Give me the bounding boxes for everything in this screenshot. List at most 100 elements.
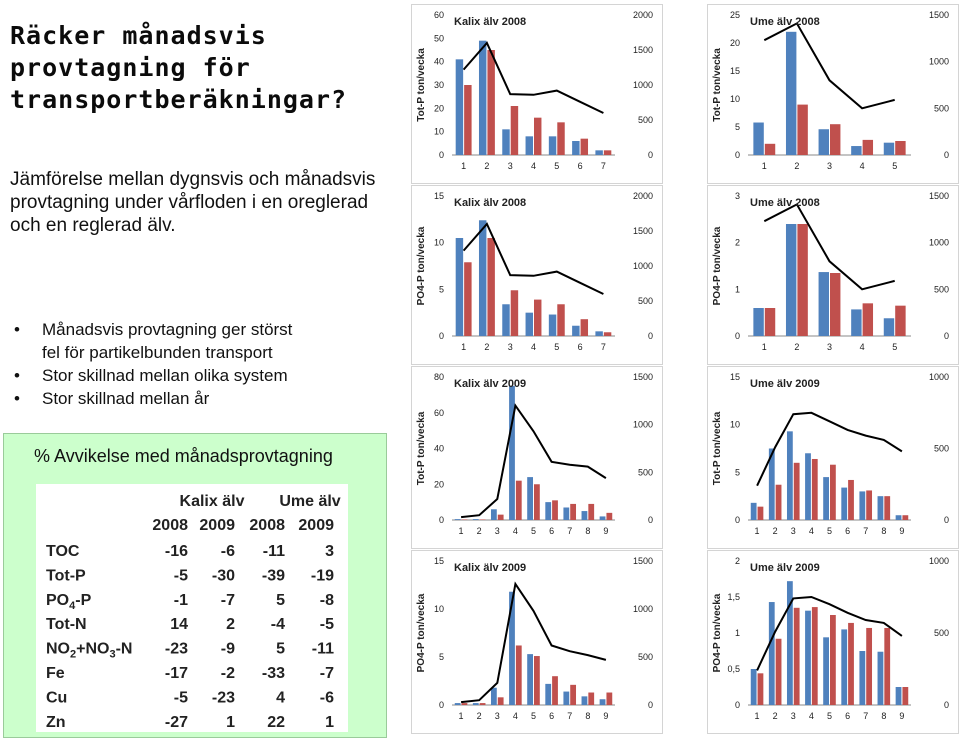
table-cell: -8 (320, 592, 334, 609)
bar (753, 308, 764, 336)
y-tick-label: 2 (735, 556, 740, 566)
row-label: TOC (46, 543, 80, 560)
table-cell: -33 (262, 665, 285, 682)
bar (455, 238, 464, 336)
discharge-line (756, 595, 903, 671)
x-tick-label: 3 (495, 526, 500, 536)
y2-tick-label: 2000 (633, 191, 653, 201)
y-axis-label: PO4-P ton/vecka (416, 593, 427, 672)
x-tick-label: 2 (484, 161, 489, 171)
bar (588, 503, 595, 520)
y-tick-label: 40 (434, 444, 444, 454)
bar (768, 448, 775, 520)
bar (545, 683, 552, 705)
bar (509, 591, 515, 705)
x-tick-label: 9 (603, 526, 608, 536)
y2-tick-label: 0 (944, 700, 949, 710)
year-header: 2009 (298, 517, 334, 534)
bar (606, 692, 613, 705)
bar (797, 104, 808, 155)
x-tick-label: 9 (603, 711, 608, 721)
table-cell: -6 (221, 543, 235, 560)
y2-tick-label: 1500 (929, 10, 949, 20)
x-tick-label: 5 (827, 711, 832, 721)
bar (785, 224, 797, 336)
bullet-item: Stor skillnad mellan olika system (10, 364, 405, 387)
x-tick-label: 3 (508, 161, 513, 171)
x-tick-label: 6 (845, 711, 850, 721)
y2-tick-label: 500 (638, 115, 653, 125)
y2-tick-label: 0 (648, 700, 653, 710)
x-tick-label: 7 (567, 526, 572, 536)
table-cell: -16 (165, 543, 188, 560)
x-tick-label: 5 (827, 526, 832, 536)
y2-tick-label: 1000 (633, 261, 653, 271)
x-tick-label: 5 (892, 342, 897, 352)
chart-kalix-2009-totp: 0 20 40 60 80 0 500 1000 1500 1 2 3 4 5 6 7 8 9 Kalix älv … (411, 366, 663, 549)
y-tick-label: 10 (730, 420, 740, 430)
y2-tick-label: 0 (944, 331, 949, 341)
bar (599, 516, 606, 520)
chart-title: Kalix älv 2008 (454, 197, 526, 209)
chart-svg: 0 20 40 60 80 0 500 1000 1500 1 2 3 4 5 6 7 8 9 Kalix älv … (416, 372, 653, 536)
bar (534, 656, 540, 705)
bar (866, 627, 873, 705)
bar (830, 464, 836, 520)
y-tick-label: 60 (434, 10, 444, 20)
y-tick-label: 15 (434, 191, 444, 201)
x-tick-label: 5 (554, 161, 559, 171)
bar (884, 627, 891, 705)
table-cell: -27 (165, 714, 188, 731)
bar (527, 654, 533, 705)
group-header: Kalix älv (180, 493, 245, 510)
bar (895, 687, 902, 705)
bar (461, 519, 468, 520)
x-tick-label: 5 (892, 161, 897, 171)
y-tick-label: 5 (735, 467, 740, 477)
bar (464, 85, 472, 155)
bar (525, 136, 533, 155)
y2-tick-label: 0 (944, 150, 949, 160)
bar (479, 519, 486, 520)
bar (768, 602, 775, 705)
bar (595, 331, 603, 336)
y-tick-label: 15 (434, 556, 444, 566)
bar (572, 325, 580, 336)
discharge-line (763, 22, 895, 110)
bar (848, 622, 854, 705)
chart-ume-2008-totp: 0 5 10 15 20 25 0 500 1000 1500 1 2 3 4 5 Ume älv 2008 T… (707, 4, 959, 184)
chart-ume-2008-po4p: 0 1 2 3 0 500 1000 1500 1 2 3 4 5 Ume älv 2008 PO4-P t… (707, 185, 959, 365)
table-cell: 2 (226, 616, 235, 633)
y2-tick-label: 1000 (929, 372, 949, 382)
x-tick-label: 7 (601, 161, 606, 171)
bar (525, 312, 533, 336)
bar (841, 487, 848, 520)
y-tick-label: 2 (735, 238, 740, 248)
table-cell: -6 (320, 689, 334, 706)
bar (464, 262, 472, 336)
bar (580, 138, 589, 155)
row-label: PO4-P (46, 592, 92, 612)
bar (502, 129, 510, 155)
bar (793, 462, 800, 520)
x-tick-label: 1 (762, 161, 767, 171)
y-tick-label: 3 (735, 191, 740, 201)
bar (805, 453, 811, 520)
table-cell: 22 (267, 714, 285, 731)
y-tick-label: 10 (434, 127, 444, 137)
x-tick-label: 8 (585, 526, 590, 536)
x-tick-label: 1 (755, 526, 760, 536)
bar (757, 673, 764, 705)
x-tick-label: 1 (762, 342, 767, 352)
x-tick-label: 4 (531, 161, 536, 171)
table-cell: -11 (263, 543, 285, 560)
discharge-line (460, 403, 607, 519)
y-tick-label: 1 (735, 284, 740, 294)
bar (509, 385, 515, 520)
y-tick-label: 40 (434, 57, 444, 67)
bar (455, 59, 464, 156)
bar (895, 305, 906, 336)
y-tick-label: 60 (434, 408, 444, 418)
chart-kalix-2008-totp: 0 10 20 30 40 50 60 0 500 1000 1500 2000 1 2 3 4 5 6 7 Kali… (411, 4, 663, 184)
bar (603, 150, 612, 155)
